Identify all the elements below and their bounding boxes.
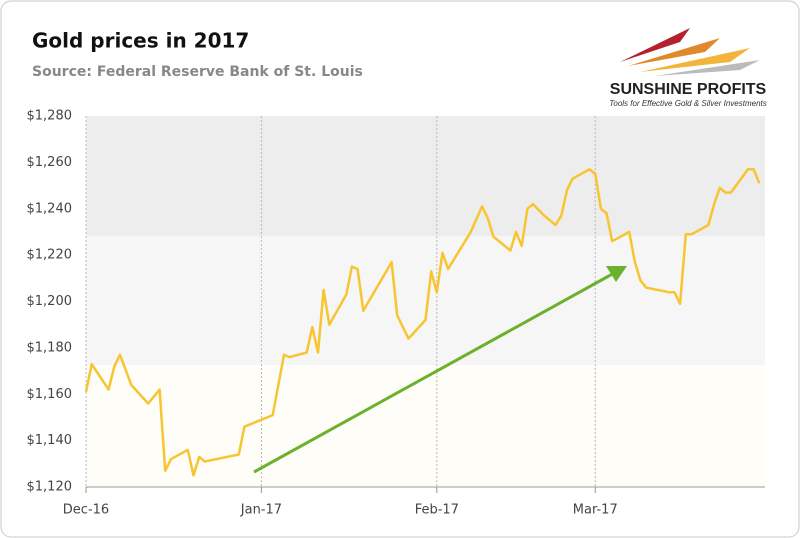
y-tick-label: $1,240 (27, 201, 73, 216)
arrow-head (606, 266, 627, 282)
y-tick-label: $1,160 (27, 387, 73, 402)
logo-shape (628, 38, 720, 66)
logo-tagline: Tools for Effective Gold & Silver Invest… (609, 99, 767, 108)
band-bottom (86, 365, 765, 487)
y-tick-label: $1,200 (27, 294, 73, 309)
x-tick-label: Mar-17 (573, 503, 618, 518)
logo-name: SUNSHINE PROFITS (610, 81, 767, 98)
band-top (86, 116, 765, 236)
logo-shape (620, 28, 690, 62)
logo: SUNSHINE PROFITS Tools for Effective Gol… (609, 28, 767, 108)
price-line (84, 168, 761, 477)
logo-shape (655, 60, 760, 76)
band-middle (86, 236, 765, 365)
trend-arrow (253, 270, 617, 474)
y-tick-label: $1,260 (27, 155, 73, 170)
y-tick-label: $1,180 (27, 340, 73, 355)
x-tick-label: Jan-17 (240, 503, 282, 518)
x-tick-label: Dec-16 (63, 503, 109, 518)
y-tick-label: $1,220 (27, 248, 73, 263)
y-tick-label: $1,280 (27, 109, 73, 124)
chart-subtitle: Source: Federal Reserve Bank of St. Loui… (32, 64, 363, 80)
chart-title: Gold prices in 2017 (32, 29, 249, 53)
logo-shape (640, 48, 750, 72)
y-tick-label: $1,120 (27, 480, 73, 495)
y-tick-label: $1,140 (27, 433, 73, 448)
x-tick-label: Feb-17 (415, 503, 459, 518)
